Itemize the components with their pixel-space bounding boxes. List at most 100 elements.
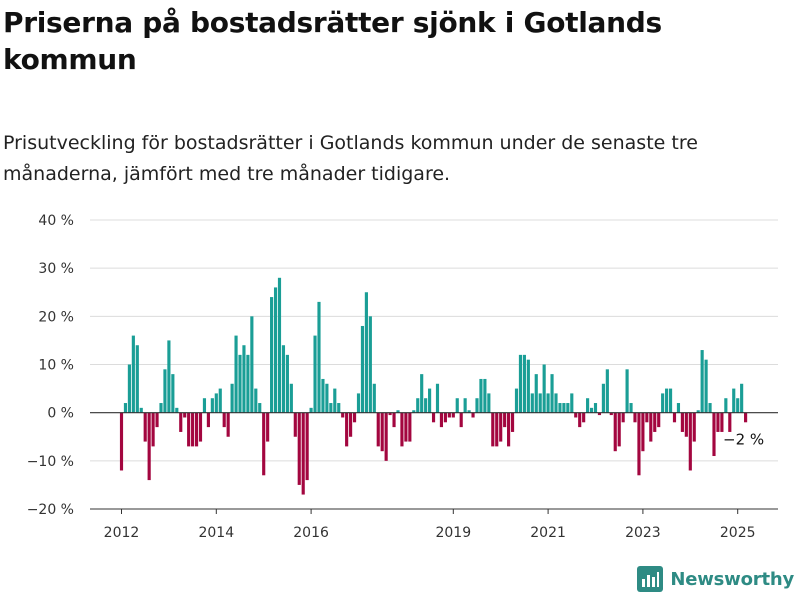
bar [455, 398, 459, 413]
bar [187, 412, 191, 447]
y-tick-label: 10 % [38, 358, 74, 374]
bar [578, 412, 582, 428]
bar [273, 287, 278, 413]
x-tick-label: 2016 [293, 525, 329, 541]
bar [341, 412, 345, 418]
bar [732, 388, 736, 413]
bar [337, 403, 341, 413]
bar [277, 277, 282, 413]
bar [384, 412, 388, 461]
bar [380, 412, 384, 452]
bar [554, 393, 558, 413]
bar [147, 412, 151, 481]
bar [661, 393, 665, 413]
bar [258, 403, 262, 413]
bar [163, 369, 167, 413]
bar [345, 412, 349, 447]
bar [329, 403, 333, 413]
bar [558, 403, 562, 413]
bar [637, 412, 641, 476]
bar [289, 383, 293, 413]
bar [641, 412, 645, 452]
bar [404, 412, 408, 442]
bar [364, 292, 368, 413]
bar [668, 388, 673, 413]
bar [613, 412, 617, 452]
bar [416, 398, 420, 413]
bar [526, 359, 530, 413]
bar [123, 403, 128, 413]
bar [546, 393, 550, 413]
bar [424, 398, 428, 413]
bar [487, 393, 491, 413]
bar [420, 374, 424, 413]
bar [499, 412, 503, 442]
bar [649, 412, 653, 442]
bar [388, 412, 392, 416]
bar [305, 412, 309, 481]
bar [475, 398, 479, 413]
x-tick-label: 2019 [435, 525, 471, 541]
bars [119, 277, 748, 495]
bar [740, 383, 744, 413]
bar [309, 407, 313, 413]
x-axis-ticks: 2012 2014 2016 2019 2021 2023 2025 [104, 509, 756, 541]
bar [574, 412, 578, 418]
bar [621, 412, 625, 423]
bar [676, 403, 681, 413]
bar [222, 412, 226, 428]
bar-chart: −20 %−10 %0 %10 %20 %30 %40 % 2012 2014 20… [27, 213, 778, 541]
bar [657, 412, 661, 428]
bar [127, 364, 131, 413]
x-tick-label: 2023 [625, 525, 661, 541]
bar [376, 412, 380, 447]
bar [349, 412, 353, 437]
bar [392, 412, 396, 428]
bar [155, 412, 159, 428]
bar [562, 403, 566, 413]
bar [491, 412, 495, 447]
bar [704, 359, 708, 413]
bar [246, 354, 250, 413]
bar [688, 412, 692, 471]
bar [226, 412, 230, 437]
bar [684, 412, 688, 437]
bar [352, 412, 357, 423]
bar [471, 412, 475, 418]
bar [467, 410, 471, 413]
bar [254, 388, 258, 413]
bar [712, 412, 716, 457]
bar [503, 412, 507, 428]
bar [396, 410, 400, 413]
bar [214, 393, 218, 413]
bar [542, 364, 546, 413]
bar [680, 412, 684, 432]
newsworthy-logo-icon [637, 566, 664, 592]
bar [431, 412, 436, 423]
bar [736, 398, 740, 413]
bar [313, 335, 317, 413]
bar [206, 412, 210, 428]
bar [400, 412, 404, 447]
bar [428, 388, 432, 413]
bar [285, 354, 289, 413]
bar [408, 412, 412, 442]
bar [479, 378, 483, 413]
bar [645, 412, 649, 423]
y-tick-label: 20 % [38, 309, 74, 325]
bar [293, 412, 297, 437]
bar [412, 410, 416, 413]
bar [202, 398, 207, 413]
bar [522, 354, 526, 413]
bar [234, 335, 238, 413]
bar [728, 412, 732, 432]
chart-title: Priserna på bostadsrätter sjönk i Gotlan… [3, 6, 662, 76]
bar [617, 412, 621, 447]
bar [218, 388, 222, 413]
bar [139, 407, 143, 413]
bar [700, 350, 704, 413]
bar [372, 383, 376, 413]
bar [167, 340, 171, 413]
bar [171, 374, 175, 413]
x-tick-label: 2012 [104, 525, 140, 541]
